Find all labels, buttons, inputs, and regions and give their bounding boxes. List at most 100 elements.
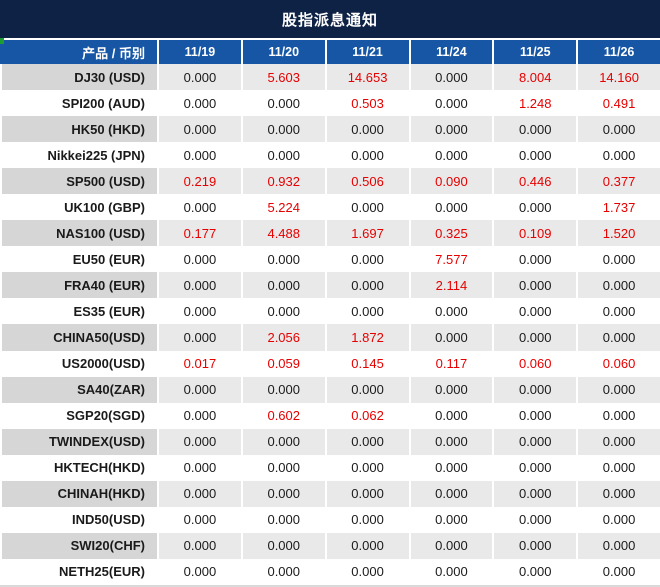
table-row: HKTECH(HKD) 0.000 0.000 0.000 0.000 0.000 0.00… bbox=[0, 454, 660, 481]
dividend-value-cell: 0.219 bbox=[159, 168, 241, 195]
dividend-value-cell: 0.000 bbox=[242, 454, 325, 481]
dividend-value-cell: 0.000 bbox=[410, 324, 493, 351]
dividend-value-cell: 0.000 bbox=[578, 246, 660, 273]
dividend-value-cell: 0.000 bbox=[242, 376, 325, 403]
table-row: SPI200 (AUD) 0.000 0.000 0.503 0.000 1.248 0.4… bbox=[0, 90, 660, 117]
product-cell: IND50(USD) bbox=[2, 506, 157, 533]
dividend-value-cell: 0.000 bbox=[159, 402, 241, 429]
product-cell: Nikkei225 (JPN) bbox=[2, 142, 157, 169]
dividend-value-cell: 0.491 bbox=[578, 90, 660, 117]
dividend-value-cell: 0.000 bbox=[494, 558, 577, 585]
product-cell: DJ30 (USD) bbox=[2, 64, 157, 91]
dividend-value-cell: 0.000 bbox=[578, 402, 660, 429]
dividend-value-cell: 0.000 bbox=[494, 428, 577, 455]
dividend-value-cell: 0.000 bbox=[242, 480, 325, 507]
dividend-value-cell: 0.000 bbox=[578, 272, 660, 299]
table-row: EU50 (EUR) 0.000 0.000 0.000 7.577 0.000 0.000 bbox=[0, 246, 660, 273]
dividend-value-cell: 0.000 bbox=[242, 272, 325, 299]
dividend-value-cell: 5.224 bbox=[242, 194, 325, 221]
table-row: IND50(USD) 0.000 0.000 0.000 0.000 0.000 0.000 bbox=[0, 506, 660, 533]
dividend-value-cell: 0.000 bbox=[159, 532, 241, 559]
table-row: NETH25(EUR) 0.000 0.000 0.000 0.000 0.000 0.00… bbox=[0, 558, 660, 585]
dividend-value-cell: 0.000 bbox=[326, 480, 409, 507]
table-row: CHINA50(USD) 0.000 2.056 1.872 0.000 0.000 0.0… bbox=[0, 324, 660, 351]
product-cell: EU50 (EUR) bbox=[2, 246, 157, 273]
dividend-value-cell: 0.000 bbox=[326, 246, 409, 273]
dividend-value-cell: 0.000 bbox=[494, 402, 577, 429]
product-cell: CHINA50(USD) bbox=[2, 324, 157, 351]
dividend-value-cell: 0.000 bbox=[578, 324, 660, 351]
dividend-value-cell: 0.000 bbox=[410, 298, 493, 325]
dividend-value-cell: 0.000 bbox=[159, 298, 241, 325]
dividend-value-cell: 0.325 bbox=[410, 220, 493, 247]
product-cell: ES35 (EUR) bbox=[2, 298, 157, 325]
dividend-value-cell: 0.145 bbox=[326, 350, 409, 377]
dividend-value-cell: 8.004 bbox=[494, 64, 577, 91]
dividend-value-cell: 0.000 bbox=[494, 298, 577, 325]
dividend-value-cell: 0.000 bbox=[326, 194, 409, 221]
product-cell: NAS100 (USD) bbox=[2, 220, 157, 247]
dividend-value-cell: 2.056 bbox=[242, 324, 325, 351]
dividend-value-cell: 0.932 bbox=[242, 168, 325, 195]
product-cell: TWINDEX(USD) bbox=[2, 428, 157, 455]
dividend-value-cell: 0.000 bbox=[494, 454, 577, 481]
dividend-value-cell: 0.062 bbox=[326, 402, 409, 429]
dividend-value-cell: 0.000 bbox=[326, 142, 409, 169]
dividend-value-cell: 0.000 bbox=[242, 246, 325, 273]
dividend-value-cell: 0.000 bbox=[410, 376, 493, 403]
dividend-value-cell: 0.000 bbox=[159, 558, 241, 585]
dividend-value-cell: 0.000 bbox=[578, 480, 660, 507]
dividend-value-cell: 0.059 bbox=[242, 350, 325, 377]
product-cell: FRA40 (EUR) bbox=[2, 272, 157, 299]
dividend-value-cell: 0.000 bbox=[159, 428, 241, 455]
dividend-value-cell: 0.000 bbox=[410, 90, 493, 117]
dividend-value-cell: 0.000 bbox=[159, 246, 241, 273]
table-row: CHINAH(HKD) 0.000 0.000 0.000 0.000 0.000 0.00… bbox=[0, 480, 660, 507]
dividend-value-cell: 4.488 bbox=[242, 220, 325, 247]
dividend-value-cell: 0.000 bbox=[494, 194, 577, 221]
dividend-value-cell: 0.000 bbox=[242, 116, 325, 143]
dividend-value-cell: 0.000 bbox=[326, 454, 409, 481]
dividend-value-cell: 0.000 bbox=[159, 454, 241, 481]
table-body: DJ30 (USD) 0.000 5.603 14.653 0.000 8.004 14.1… bbox=[0, 64, 660, 585]
table-row: SGP20(SGD) 0.000 0.602 0.062 0.000 0.000 0.000 bbox=[0, 402, 660, 429]
dividend-value-cell: 0.000 bbox=[242, 298, 325, 325]
dividend-value-cell: 0.000 bbox=[159, 376, 241, 403]
column-header-product: 产品 / 币别 bbox=[0, 40, 157, 64]
dividend-value-cell: 0.000 bbox=[410, 532, 493, 559]
dividend-value-cell: 1.872 bbox=[326, 324, 409, 351]
product-cell: SPI200 (AUD) bbox=[2, 90, 157, 117]
table-row: US2000(USD) 0.017 0.059 0.145 0.117 0.060 0.06… bbox=[0, 350, 660, 377]
dividend-value-cell: 0.000 bbox=[578, 116, 660, 143]
dividend-value-cell: 0.000 bbox=[242, 90, 325, 117]
dividend-value-cell: 0.000 bbox=[410, 402, 493, 429]
dividend-value-cell: 0.000 bbox=[242, 532, 325, 559]
dividend-value-cell: 0.060 bbox=[578, 350, 660, 377]
dividend-value-cell: 0.000 bbox=[494, 506, 577, 533]
table-header-row: 产品 / 币别 11/19 11/20 11/21 11/24 11/25 11/26 bbox=[0, 40, 660, 64]
dividend-value-cell: 0.109 bbox=[494, 220, 577, 247]
product-cell: HKTECH(HKD) bbox=[2, 454, 157, 481]
dividend-value-cell: 0.090 bbox=[410, 168, 493, 195]
dividend-value-cell: 0.000 bbox=[494, 532, 577, 559]
table-row: HK50 (HKD) 0.000 0.000 0.000 0.000 0.000 0.000 bbox=[0, 116, 660, 143]
table-row: Nikkei225 (JPN) 0.000 0.000 0.000 0.000 0.000… bbox=[0, 142, 660, 169]
column-header-date: 11/21 bbox=[326, 40, 409, 64]
dividend-value-cell: 0.000 bbox=[494, 116, 577, 143]
dividend-value-cell: 0.000 bbox=[159, 64, 241, 91]
dividend-value-cell: 0.017 bbox=[159, 350, 241, 377]
dividend-value-cell: 0.000 bbox=[326, 558, 409, 585]
dividend-value-cell: 0.000 bbox=[578, 298, 660, 325]
dividend-value-cell: 0.000 bbox=[578, 558, 660, 585]
table-row: ES35 (EUR) 0.000 0.000 0.000 0.000 0.000 0.000 bbox=[0, 298, 660, 325]
dividend-value-cell: 0.000 bbox=[494, 324, 577, 351]
dividend-value-cell: 1.737 bbox=[578, 194, 660, 221]
product-cell: CHINAH(HKD) bbox=[2, 480, 157, 507]
dividend-value-cell: 0.000 bbox=[578, 454, 660, 481]
dividend-value-cell: 0.000 bbox=[410, 116, 493, 143]
dividend-value-cell: 0.000 bbox=[494, 246, 577, 273]
dividend-value-cell: 0.000 bbox=[242, 428, 325, 455]
dividend-value-cell: 0.000 bbox=[159, 116, 241, 143]
dividend-value-cell: 0.000 bbox=[159, 506, 241, 533]
dividend-value-cell: 1.697 bbox=[326, 220, 409, 247]
